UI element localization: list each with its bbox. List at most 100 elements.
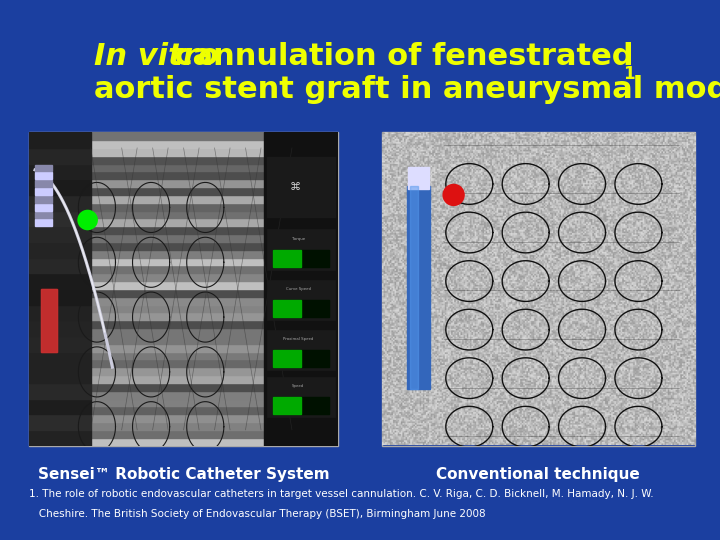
- Bar: [29, 273, 91, 289]
- Bar: [29, 211, 91, 226]
- Bar: [29, 179, 264, 187]
- Text: Cheshire. The British Society of Endovascular Therapy (BSET), Birmingham June 20: Cheshire. The British Society of Endovas…: [29, 509, 485, 519]
- Bar: [29, 258, 91, 273]
- Text: aortic stent graft in aneurysmal model: aortic stent graft in aneurysmal model: [94, 75, 720, 104]
- Text: ⌘: ⌘: [289, 182, 301, 192]
- Bar: [29, 219, 264, 226]
- Text: Torque: Torque: [292, 237, 305, 241]
- Bar: [29, 132, 264, 140]
- Bar: [29, 430, 264, 437]
- Bar: [29, 187, 264, 195]
- Bar: [274, 397, 329, 414]
- Text: Speed: Speed: [292, 384, 305, 388]
- Bar: [29, 352, 264, 360]
- Bar: [267, 376, 336, 417]
- Bar: [29, 399, 91, 414]
- Bar: [29, 179, 91, 195]
- Bar: [29, 289, 264, 297]
- Bar: [29, 344, 264, 352]
- Bar: [267, 230, 336, 270]
- Bar: [29, 391, 264, 399]
- Bar: [29, 195, 91, 211]
- Bar: [29, 242, 264, 250]
- Bar: [29, 132, 91, 148]
- Bar: [29, 399, 264, 407]
- Bar: [29, 312, 264, 320]
- Text: cannulation of fenestrated: cannulation of fenestrated: [164, 42, 634, 71]
- Bar: [29, 336, 264, 344]
- Bar: [29, 266, 264, 273]
- Bar: [29, 164, 264, 172]
- Text: Proximal Speed: Proximal Speed: [283, 337, 313, 341]
- Bar: [29, 352, 91, 367]
- Bar: [29, 407, 264, 414]
- Bar: [274, 249, 329, 267]
- Bar: [29, 328, 264, 336]
- Bar: [29, 140, 264, 148]
- Bar: [267, 329, 336, 370]
- Bar: [264, 132, 338, 446]
- Point: [448, 191, 459, 199]
- Bar: [35, 196, 52, 203]
- Bar: [29, 273, 264, 281]
- Bar: [35, 188, 52, 195]
- Bar: [29, 360, 264, 367]
- Bar: [274, 350, 301, 367]
- Bar: [29, 414, 91, 430]
- Bar: [29, 132, 338, 153]
- Bar: [29, 289, 91, 305]
- Bar: [29, 203, 264, 211]
- Bar: [29, 172, 264, 179]
- Text: In vitro: In vitro: [94, 42, 218, 71]
- Bar: [29, 383, 91, 399]
- Bar: [29, 297, 264, 305]
- Text: 1. The role of robotic endovascular catheters in target vessel cannulation. C. V: 1. The role of robotic endovascular cath…: [29, 489, 654, 499]
- Bar: [29, 242, 91, 258]
- Bar: [29, 305, 264, 312]
- Text: Hansen: Hansen: [38, 140, 62, 145]
- Bar: [408, 167, 428, 188]
- Bar: [29, 320, 91, 336]
- Bar: [29, 281, 264, 289]
- Bar: [29, 414, 264, 422]
- Text: Curve Speed: Curve Speed: [286, 287, 310, 291]
- Bar: [29, 320, 264, 328]
- Bar: [29, 367, 264, 375]
- Bar: [35, 172, 52, 179]
- Bar: [35, 204, 52, 211]
- Bar: [35, 165, 52, 172]
- Text: Sensei™ Robotic Catheter System: Sensei™ Robotic Catheter System: [37, 467, 330, 482]
- Bar: [407, 186, 430, 389]
- Bar: [29, 367, 91, 383]
- Bar: [29, 211, 264, 219]
- Bar: [29, 336, 91, 352]
- Bar: [274, 300, 329, 317]
- Text: 1: 1: [623, 65, 634, 83]
- Bar: [29, 437, 264, 446]
- Bar: [274, 300, 301, 317]
- Bar: [29, 430, 91, 446]
- Bar: [29, 250, 264, 258]
- Bar: [274, 350, 329, 367]
- Bar: [410, 186, 418, 389]
- Bar: [29, 195, 264, 203]
- Bar: [29, 422, 264, 430]
- Bar: [29, 234, 264, 242]
- Bar: [35, 212, 52, 219]
- Bar: [274, 249, 301, 267]
- Bar: [35, 180, 52, 187]
- Bar: [29, 258, 264, 266]
- Bar: [382, 132, 695, 446]
- Bar: [29, 226, 264, 234]
- Bar: [267, 280, 336, 320]
- Bar: [41, 289, 57, 352]
- Bar: [35, 219, 52, 226]
- Bar: [29, 164, 91, 179]
- Bar: [29, 383, 264, 391]
- Bar: [267, 157, 336, 217]
- Bar: [29, 148, 91, 164]
- Bar: [29, 132, 338, 446]
- Bar: [41, 289, 57, 352]
- Bar: [29, 305, 91, 320]
- Text: Conventional technique: Conventional technique: [436, 467, 640, 482]
